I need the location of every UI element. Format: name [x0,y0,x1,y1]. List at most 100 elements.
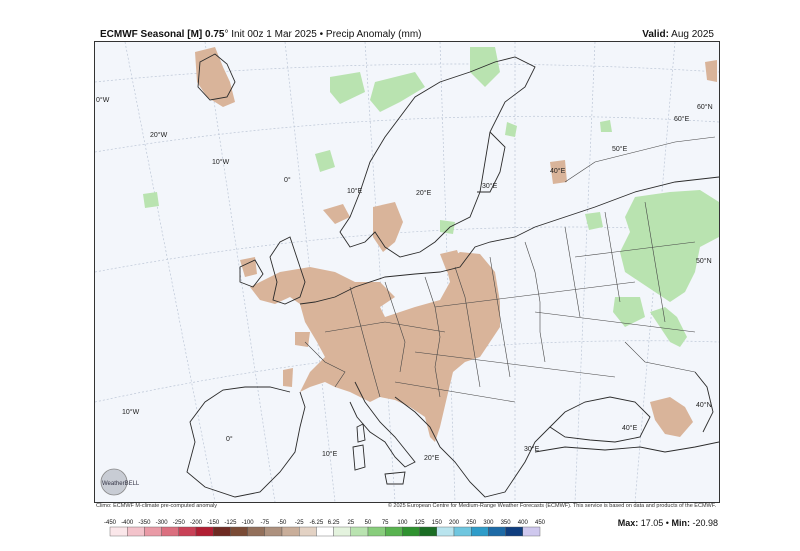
map-title: ECMWF Seasonal [M] 0.75° Init 00z 1 Mar … [100,29,422,40]
iberia-coast [186,386,306,498]
map-canvas: WeatherBELL [95,42,719,502]
lon-label: 10°W [122,408,140,416]
colorbar-tick-label: -150 [207,520,220,526]
dry-anomaly-central-europe [250,252,500,442]
colorbar-swatch [127,526,145,537]
colorbar-swatch [281,526,300,537]
wet-anomaly-small-1 [143,192,159,208]
weatherbell-logo: WeatherBELL [100,468,140,496]
colorbar-swatch [144,526,162,537]
corsica [356,423,366,443]
wet-anomaly-north [470,47,500,87]
colorbar-swatch [230,526,248,537]
wet-anomaly-small-3 [440,220,455,234]
lon-label: 20°E [416,189,432,197]
climo-credit: Climo: ECMWF M-climate pre-computed anom… [96,503,218,509]
colorbar-swatch [298,526,317,537]
wet-anomaly-areas [143,47,719,347]
britain-coast [269,236,306,305]
coastlines [186,53,719,498]
colorbar-tick-label: 50 [365,520,372,526]
precip-anomaly-map: WeatherBELL [94,41,720,503]
dry-anomaly-italy [325,362,370,390]
sardinia [352,444,366,471]
ecmwf-copyright: © 2025 European Centre for Medium-Range … [387,503,716,509]
dry-anomaly-areas [195,47,717,442]
lon-label: 0° [226,435,233,443]
balkans-coast [394,396,551,498]
lon-label: 40°E [550,167,566,175]
wet-anomaly-small-5 [505,122,517,137]
colorbar-tick-label: -450 [104,520,117,526]
lon-label: 40°E [622,424,638,432]
colorbar-swatch [212,526,231,537]
colorbar-tick-label: -300 [156,520,169,526]
colorbar-tick-label: -250 [173,520,186,526]
grid-labels-svg: 0°W 20°W 10°W 0° 10°E 20°E 30°E 40°E 50°… [96,96,713,462]
finland-coast [477,131,506,193]
lon-label: 30°E [482,182,498,190]
colorbar-swatch [333,526,352,537]
colorbar-tick-label: -125 [224,520,237,526]
colorbar-swatch [505,526,524,537]
colorbar-swatches [109,526,541,537]
lon-label: 20°W [150,131,168,139]
sicily [384,471,406,485]
colorbar-tick-label: -50 [278,520,287,526]
colorbar-ticks: -450 -400 -350 -300 -250 -200 -150 -125 -100 -75 -… [104,520,546,526]
wet-anomaly-norway [370,72,425,112]
colorbar-tick-label: -75 [260,520,269,526]
colorbar-swatch [367,526,386,537]
ireland-coast [239,259,264,288]
colorbar-swatch [109,526,128,537]
colorbar-tick-label: -400 [121,520,134,526]
valid-value: Aug 2025 [671,29,714,40]
colorbar-swatch [471,526,489,537]
lon-label: 60°E [674,115,690,123]
lat-label: 60°N [697,103,713,111]
colorbar-swatch [522,526,541,537]
colorbar-tick-label: -200 [190,520,203,526]
black-sea-coast [549,396,651,443]
wet-anomaly-small-4 [600,120,612,132]
dry-anomaly-spain-small [283,368,293,387]
lat-label: 40°N [696,401,712,409]
colorbar-tick-label: 25 [347,520,354,526]
turkey-coast [534,441,719,453]
colorbar-swatch [350,526,369,537]
lon-label: 10°W [212,158,230,166]
model-name: ECMWF Seasonal [M] 0.75 [100,29,225,40]
dry-anomaly-norway-coast [323,204,350,224]
colorbar-swatch [436,526,455,537]
lon-label: 0° [284,176,291,184]
colorbar-tick-label: 250 [466,520,477,526]
colorbar-swatch [264,526,283,537]
colorbar-tick-label: 200 [449,520,460,526]
caspian-coast [694,371,714,433]
italy-coast [349,381,416,468]
wet-anomaly-atlantic [330,72,365,104]
colorbar-tick-label: -25 [295,520,304,526]
grid-labels: 0°W 20°W 10°W 0° 10°E 20°E 30°E 40°E 50°… [94,41,718,501]
iceland-coast [197,53,236,101]
country-borders [304,136,716,403]
lon-label: 20°E [424,454,440,462]
colorbar-tick-label: -100 [242,520,255,526]
scandinavia-coast [339,56,536,258]
valid-label: Valid: [642,29,669,40]
colorbar-tick-label: -6.25 [310,520,324,526]
wet-anomaly-small-2 [585,212,603,230]
colorbar-swatch [195,526,214,537]
colorbar-tick-label: -350 [138,520,151,526]
colorbar-swatch [316,526,334,537]
max-value: 17.05 [640,518,664,528]
wet-anomaly-sea [315,150,335,172]
dry-anomaly-iceland [195,47,235,107]
dry-anomaly-turkey-east [650,397,693,437]
lon-label: 30°E [524,445,540,453]
valid-date: Valid: Aug 2025 [560,29,714,40]
dry-anomaly-russia [550,160,567,184]
lon-label: 10°E [347,187,363,195]
colorbar-tick-label: 450 [535,520,546,526]
logo-text: WeatherBELL [102,481,140,487]
